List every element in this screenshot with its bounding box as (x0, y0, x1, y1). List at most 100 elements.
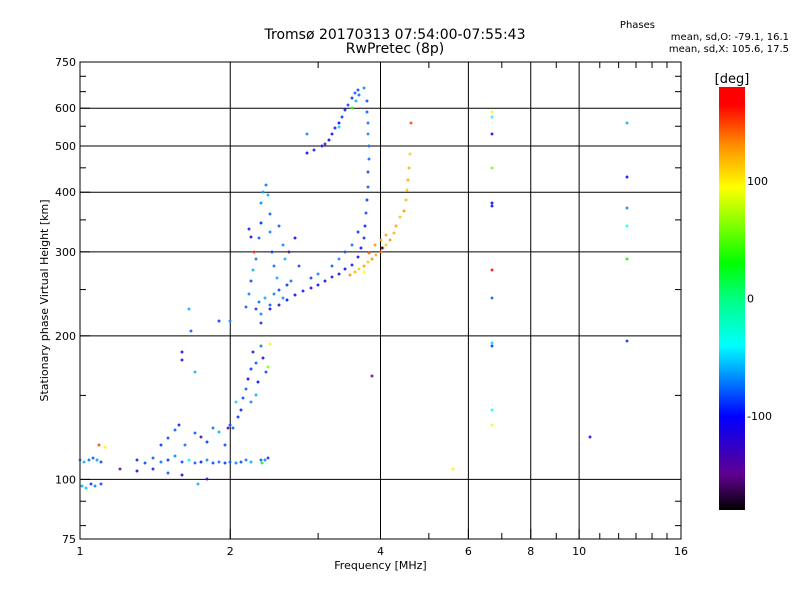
data-point (259, 201, 263, 205)
data-point (199, 460, 203, 464)
data-point (309, 276, 313, 280)
data-point (380, 246, 384, 250)
data-point (259, 221, 263, 225)
data-point (490, 110, 494, 114)
data-point (254, 361, 258, 365)
data-point (247, 292, 251, 296)
data-point (354, 99, 358, 103)
data-point (249, 279, 253, 283)
data-point (366, 170, 370, 174)
data-point (211, 426, 215, 430)
data-point (343, 267, 347, 271)
data-point (301, 289, 305, 293)
data-point (283, 257, 287, 261)
data-point (260, 461, 264, 465)
data-point (89, 482, 93, 486)
data-point (93, 484, 97, 488)
data-point (356, 255, 360, 259)
data-point (357, 267, 361, 271)
data-point (193, 461, 197, 465)
data-point (365, 110, 369, 114)
data-point (254, 307, 258, 311)
data-point (257, 236, 261, 240)
x-tick-label: 1 (77, 545, 84, 558)
y-tick-label: 300 (55, 246, 76, 259)
data-point (272, 292, 276, 296)
data-point (490, 166, 494, 170)
data-point (365, 99, 369, 103)
data-point (362, 236, 366, 240)
data-point (490, 296, 494, 300)
y-tick-label: 750 (55, 56, 76, 69)
data-point (285, 298, 289, 302)
data-point (320, 144, 324, 148)
data-point (490, 201, 494, 205)
data-point (625, 121, 629, 125)
x-tick-label: 2 (227, 545, 234, 558)
data-point (373, 243, 377, 247)
data-point (180, 460, 184, 464)
data-point (337, 272, 341, 276)
data-point (151, 456, 155, 460)
data-point (187, 307, 191, 311)
data-point (277, 288, 281, 292)
data-point (84, 486, 88, 490)
data-point (259, 312, 263, 316)
stats-x-mode: mean, sd,X: 105.6, 17.5 (668, 44, 789, 55)
data-point (249, 460, 253, 464)
data-point (268, 303, 272, 307)
y-tick-label: 75 (62, 533, 76, 546)
data-point (343, 108, 347, 112)
x-tick-label: 8 (527, 545, 534, 558)
data-point (244, 387, 248, 391)
data-point (275, 276, 279, 280)
data-point (388, 238, 392, 242)
data-point (277, 303, 281, 307)
data-point (257, 300, 261, 304)
data-point (263, 458, 267, 462)
y-tick-label: 500 (55, 140, 76, 153)
y-tick-label: 600 (55, 102, 76, 115)
data-point (370, 374, 374, 378)
data-point (287, 250, 291, 254)
data-point (205, 458, 209, 462)
x-tick-label: 16 (674, 545, 688, 558)
data-point (259, 321, 263, 325)
data-point (490, 115, 494, 119)
data-point (281, 243, 285, 247)
data-point (272, 264, 276, 268)
data-point (405, 188, 409, 192)
data-point (350, 243, 354, 247)
data-point (183, 443, 187, 447)
data-point (166, 458, 170, 462)
data-point (95, 458, 99, 462)
data-point (490, 423, 494, 427)
data-point (407, 166, 411, 170)
data-point (346, 103, 350, 107)
colorbar-tick-label: 0 (747, 293, 754, 306)
chart-title: Tromsø 20170313 07:54:00-07:55:43 (0, 27, 800, 43)
data-point (266, 365, 270, 369)
colorbar-tick-label: -100 (747, 410, 772, 423)
data-point (252, 250, 256, 254)
data-point (254, 257, 258, 261)
data-point (187, 458, 191, 462)
data-point (228, 423, 232, 427)
data-point (261, 356, 265, 360)
data-point (180, 350, 184, 354)
data-point (249, 235, 253, 239)
data-point (366, 185, 370, 189)
data-point (180, 358, 184, 362)
stats-heading: Phases (619, 20, 655, 31)
data-point (159, 443, 163, 447)
data-point (357, 93, 361, 97)
data-point (356, 88, 360, 92)
data-point (263, 296, 267, 300)
data-point (211, 461, 215, 465)
data-point (350, 96, 354, 100)
x-tick-label: 6 (465, 545, 472, 558)
data-point (289, 279, 293, 283)
y-tick-label: 100 (55, 473, 76, 486)
data-point (402, 209, 406, 213)
